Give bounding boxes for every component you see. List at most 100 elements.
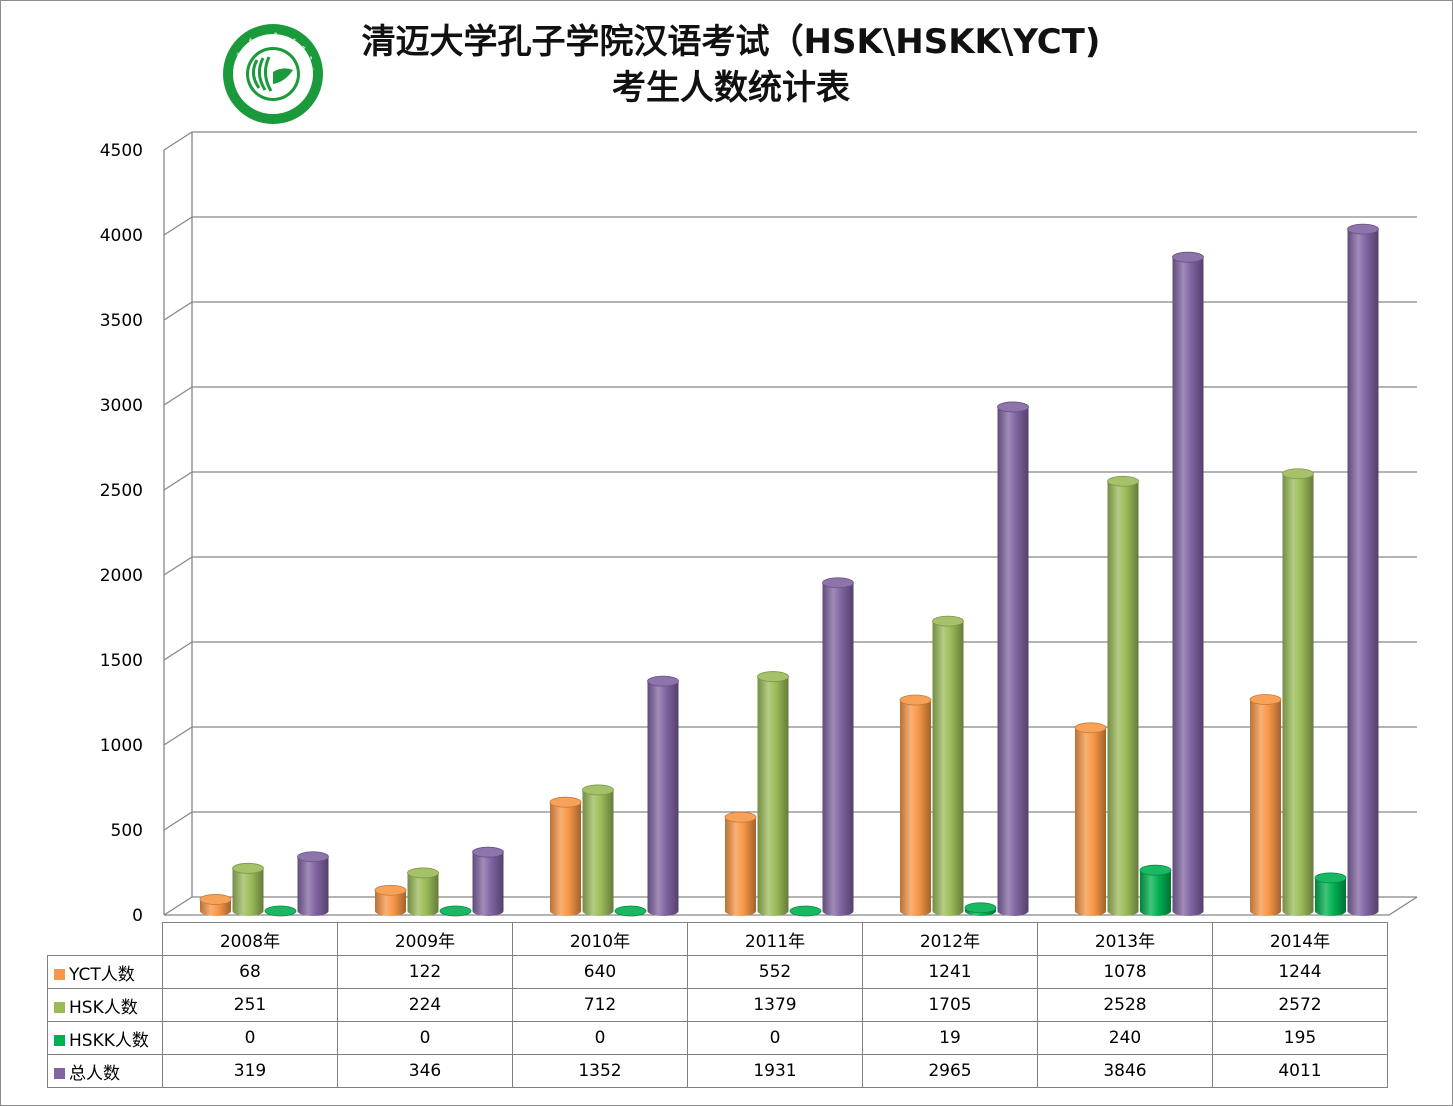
y-tick-label: 0 xyxy=(132,906,143,922)
bar-hskk-2009 xyxy=(439,905,472,917)
data-label: 1241 xyxy=(862,955,1038,989)
y-tick-label: 500 xyxy=(111,821,143,841)
data-label: 552 xyxy=(687,955,863,989)
bar-total-2008 xyxy=(297,851,329,916)
floor-right-edge xyxy=(1388,896,1418,916)
data-label: 1931 xyxy=(687,1054,863,1088)
gridline-side xyxy=(163,386,193,406)
y-tick-label: 4500 xyxy=(100,141,143,161)
bar-total-2010 xyxy=(647,675,679,916)
table-row-hskk: HSKK人数 0 0 0 0 19 240 195 xyxy=(47,1021,1388,1055)
bar-hsk-2012 xyxy=(932,615,964,916)
confucius-institute-logo: สถาบันขงจื่อ มหาวิทยาลัยเชียงใหม่ 清迈大学孔子… xyxy=(221,22,325,126)
bar-yct-2014 xyxy=(1249,694,1282,916)
legend-label: HSKK人数 xyxy=(69,1030,149,1051)
data-label: 0 xyxy=(512,1021,688,1055)
data-label: 19 xyxy=(862,1021,1038,1055)
data-label: 319 xyxy=(162,1054,338,1088)
data-label: 1078 xyxy=(1037,955,1213,989)
y-tick-label: 2000 xyxy=(100,566,143,586)
bar-yct-2013 xyxy=(1074,722,1107,916)
category-label: 2010年 xyxy=(512,922,688,956)
data-label: 0 xyxy=(162,1021,338,1055)
legend-entry-hsk: HSK人数 xyxy=(47,988,163,1022)
y-tick-label: 4000 xyxy=(100,226,143,246)
data-label: 0 xyxy=(687,1021,863,1055)
gridline-side xyxy=(163,216,193,236)
legend-entry-hskk: HSKK人数 xyxy=(47,1021,163,1055)
bar-total-2013 xyxy=(1172,251,1204,916)
table-corner xyxy=(47,922,163,956)
data-label: 1244 xyxy=(1212,955,1388,989)
data-label: 346 xyxy=(337,1054,513,1088)
bar-hsk-2014 xyxy=(1282,468,1314,916)
chart-title: 清迈大学孔子学院汉语考试（HSK\HSKK\YCT) 考生人数统计表 xyxy=(341,19,1121,111)
legend-entry-total: 总人数 xyxy=(47,1054,163,1088)
data-label: 251 xyxy=(162,988,338,1022)
bar-hskk-2014 xyxy=(1314,872,1347,916)
y-tick-label: 1000 xyxy=(100,736,143,756)
data-label: 122 xyxy=(337,955,513,989)
bar-yct-2012 xyxy=(899,694,932,916)
bar-chart: 0 500 1000 1500 2000 2500 3000 3500 4000 4500 xyxy=(100,131,1418,922)
bar-hskk-2013 xyxy=(1139,864,1172,916)
data-label: 68 xyxy=(162,955,338,989)
data-label: 3846 xyxy=(1037,1054,1213,1088)
legend-swatch xyxy=(54,1035,65,1046)
bar-total-2011 xyxy=(822,577,854,916)
legend-swatch xyxy=(54,969,65,980)
bar-total-2009 xyxy=(472,846,504,916)
category-label: 2011年 xyxy=(687,922,863,956)
category-label: 2012年 xyxy=(862,922,1038,956)
category-label: 2014年 xyxy=(1212,922,1388,956)
table-row-hsk: HSK人数 251 224 712 1379 1705 2528 2572 xyxy=(47,988,1388,1022)
bar-total-2014 xyxy=(1347,223,1379,916)
data-label: 240 xyxy=(1037,1021,1213,1055)
bar-yct-2010 xyxy=(549,796,582,916)
gridline-side xyxy=(163,811,193,831)
gridline-side xyxy=(163,641,193,661)
bar-hsk-2013 xyxy=(1107,475,1139,916)
y-tick-label: 3500 xyxy=(100,311,143,331)
bar-total-2012 xyxy=(997,401,1029,916)
bar-hsk-2009 xyxy=(407,867,439,916)
y-tick-label: 3000 xyxy=(100,396,143,416)
data-label: 1705 xyxy=(862,988,1038,1022)
data-label: 1352 xyxy=(512,1054,688,1088)
gridline-side xyxy=(163,726,193,746)
data-label: 195 xyxy=(1212,1021,1388,1055)
gridline-side xyxy=(163,301,193,321)
legend-label: HSK人数 xyxy=(69,997,138,1018)
table-row-total: 总人数 319 346 1352 1931 2965 3846 4011 xyxy=(47,1054,1388,1088)
bar-yct-2009 xyxy=(374,884,407,916)
data-label: 2528 xyxy=(1037,988,1213,1022)
y-tick-label: 1500 xyxy=(100,651,143,671)
gridline-side xyxy=(163,471,193,491)
bar-yct-2008 xyxy=(199,894,232,916)
bar-yct-2011 xyxy=(724,811,757,916)
category-label: 2009年 xyxy=(337,922,513,956)
bar-hskk-2008 xyxy=(264,905,297,917)
data-label: 712 xyxy=(512,988,688,1022)
gridline-side xyxy=(163,896,193,916)
chart-title-line-1: 清迈大学孔子学院汉语考试（HSK\HSKK\YCT) xyxy=(361,22,1101,62)
data-table: 2008年 2009年 2010年 2011年 2012年 2013年 2014年 YCT人数… xyxy=(47,922,1388,1088)
data-label: 1379 xyxy=(687,988,863,1022)
data-label: 640 xyxy=(512,955,688,989)
table-header-row: 2008年 2009年 2010年 2011年 2012年 2013年 2014年 xyxy=(47,922,1388,956)
category-label: 2013年 xyxy=(1037,922,1213,956)
legend-label: YCT人数 xyxy=(69,964,135,985)
bar-hsk-2008 xyxy=(232,862,264,916)
bar-hskk-2010 xyxy=(614,905,647,917)
bar-hskk-2011 xyxy=(789,905,822,917)
legend-swatch xyxy=(54,1068,65,1079)
legend-entry-yct: YCT人数 xyxy=(47,955,163,989)
bar-hskk-2012 xyxy=(964,902,997,916)
bar-hsk-2011 xyxy=(757,671,789,916)
data-label: 2572 xyxy=(1212,988,1388,1022)
chart-title-line-2: 考生人数统计表 xyxy=(612,68,850,108)
bar-hsk-2010 xyxy=(582,784,614,916)
data-label: 224 xyxy=(337,988,513,1022)
table-row-yct: YCT人数 68 122 640 552 1241 1078 1244 xyxy=(47,955,1388,989)
